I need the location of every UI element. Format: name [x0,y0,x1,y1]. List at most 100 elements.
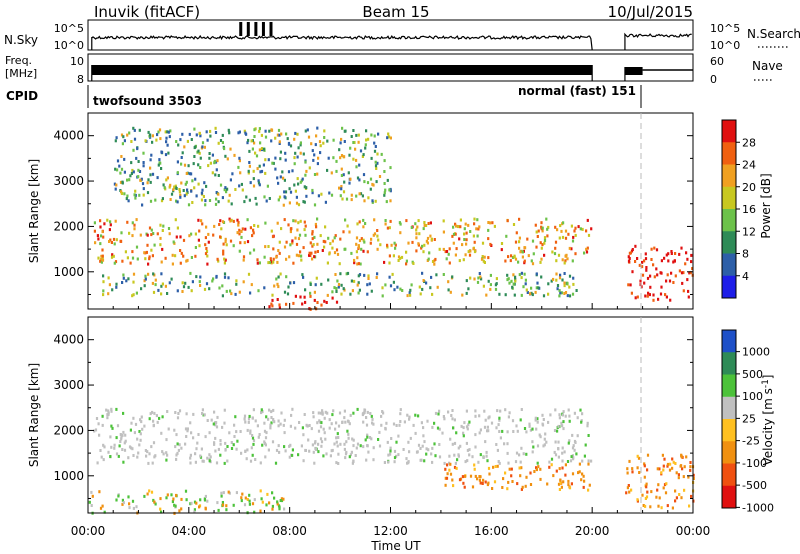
data-point [290,413,293,417]
data-point [356,442,360,446]
data-point [309,294,312,298]
data-point [341,197,344,201]
data-point [244,496,247,500]
data-point [107,292,110,296]
data-point [175,493,178,497]
data-point [498,292,501,296]
data-point [169,198,172,201]
data-point [303,200,306,204]
data-point [279,150,282,154]
data-point [138,193,141,197]
data-point [313,203,317,207]
data-point [319,411,323,415]
data-point [530,291,533,295]
data-point [320,440,324,444]
data-point [291,453,294,457]
data-point [268,129,271,133]
data-point [293,156,296,160]
data-point [158,161,161,165]
data-point [322,427,325,431]
data-point [657,297,660,301]
data-point [368,436,372,439]
data-point [463,485,466,489]
data-point [383,191,386,195]
data-point [463,227,466,231]
data-point [206,254,209,258]
data-point [309,241,312,245]
data-point [120,190,123,194]
data-point [280,132,283,136]
data-point [172,497,175,501]
data-point [191,280,194,284]
data-point [247,138,250,142]
data-point [139,432,142,436]
freq-panel-frame [87,53,694,82]
data-point [187,203,191,207]
data-point [219,453,222,457]
data-point [672,260,675,264]
data-point [209,455,212,459]
data-point [134,189,137,193]
data-point [201,188,204,192]
data-point [462,431,465,435]
data-point [524,278,527,282]
data-point [643,281,646,285]
data-point [541,243,544,247]
data-point [645,268,648,272]
data-point [293,183,296,187]
data-point [575,289,578,292]
data-point [554,225,557,229]
data-point [462,481,465,485]
data-point [350,279,353,283]
data-point [578,470,581,474]
data-point [489,242,492,246]
data-point [103,510,106,514]
data-point [241,492,244,496]
data-point [259,461,262,465]
data-point [279,272,282,276]
data-point [646,294,649,298]
data-point [363,410,366,414]
data-point [200,219,203,223]
data-point [179,249,182,252]
data-point [271,235,275,239]
data-point [316,242,319,246]
data-point [249,251,252,255]
data-point [215,197,218,201]
data-point [518,246,521,250]
data-point [175,187,178,190]
data-point [128,502,131,506]
data-point [258,261,261,265]
data-point [453,441,457,445]
data-point [207,232,210,236]
x-tick-label: 08:00 [272,524,307,538]
data-point [452,233,456,236]
data-point [409,293,412,297]
data-point [303,228,306,232]
data-point [364,222,367,225]
data-point [352,459,355,463]
data-point [559,224,562,228]
data-point [540,221,543,225]
data-point [343,416,346,420]
data-point [263,255,266,259]
data-point [289,144,293,148]
data-point [296,155,299,159]
data-point [167,427,170,431]
data-point [292,301,295,305]
data-point [213,442,216,446]
data-point [193,510,196,514]
data-point [561,424,564,428]
data-point [259,489,262,493]
data-point [156,232,159,236]
data-point [478,272,481,275]
data-point [644,497,647,500]
data-point [561,235,565,239]
data-point [363,240,366,244]
data-point [277,181,280,185]
data-point [116,159,120,163]
data-point [675,496,678,500]
data-point [115,136,118,140]
